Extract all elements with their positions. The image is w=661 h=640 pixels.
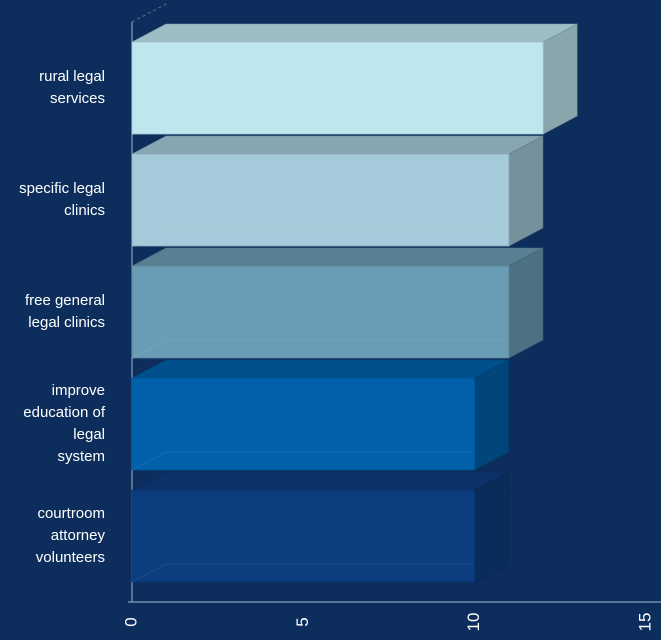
bar-side-face xyxy=(542,23,578,135)
category-label: legal xyxy=(73,426,105,443)
category-label: system xyxy=(57,448,105,465)
bar-side-face xyxy=(474,471,509,583)
bar-depth-edge xyxy=(131,339,167,359)
depth-edge xyxy=(131,3,167,23)
chart-bars xyxy=(131,23,578,583)
bar-front-face xyxy=(131,265,510,359)
bar-side-face xyxy=(508,247,544,359)
category-label: education of xyxy=(23,404,106,421)
bar xyxy=(131,135,544,247)
category-label: volunteers xyxy=(36,549,105,566)
bar-top-face xyxy=(131,471,509,491)
bar-side-face xyxy=(474,359,509,471)
category-label: specific legal xyxy=(19,180,105,197)
category-label: attorney xyxy=(51,527,106,544)
category-label: legal clinics xyxy=(28,314,105,331)
x-tick-label: 5 xyxy=(293,617,312,626)
category-label: services xyxy=(50,90,105,107)
bar-front-face xyxy=(131,41,544,135)
bar-top-face xyxy=(131,247,544,267)
bar-front-face xyxy=(131,153,510,247)
category-label: rural legal xyxy=(39,68,105,85)
bar-top-face xyxy=(131,135,544,155)
category-label: clinics xyxy=(64,202,105,219)
x-tick-label: 15 xyxy=(635,613,654,632)
bar xyxy=(131,471,509,583)
category-labels: courtroom attorney volunteers improve educat… xyxy=(19,68,106,566)
category-label: free general xyxy=(25,292,105,309)
x-tick-labels: 0 5 10 15 xyxy=(121,613,654,632)
bar-front-face xyxy=(131,489,476,583)
bar-depth-edge xyxy=(131,115,167,135)
x-tick-label: 0 xyxy=(121,617,140,626)
x-tick-label: 10 xyxy=(464,613,483,632)
bar-side-face xyxy=(508,135,544,247)
bar-front-face xyxy=(131,377,476,471)
bar xyxy=(131,23,578,135)
bar-depth-edge xyxy=(131,451,167,471)
bar-top-face xyxy=(131,23,578,43)
category-label: improve xyxy=(52,382,105,399)
bar-top-face xyxy=(131,359,509,379)
category-label: courtroom xyxy=(37,505,105,522)
bar xyxy=(131,359,509,471)
chart-floor xyxy=(131,3,167,23)
bar-depth-edge xyxy=(131,227,167,247)
bar xyxy=(131,247,544,359)
bar-depth-edge xyxy=(131,563,167,583)
